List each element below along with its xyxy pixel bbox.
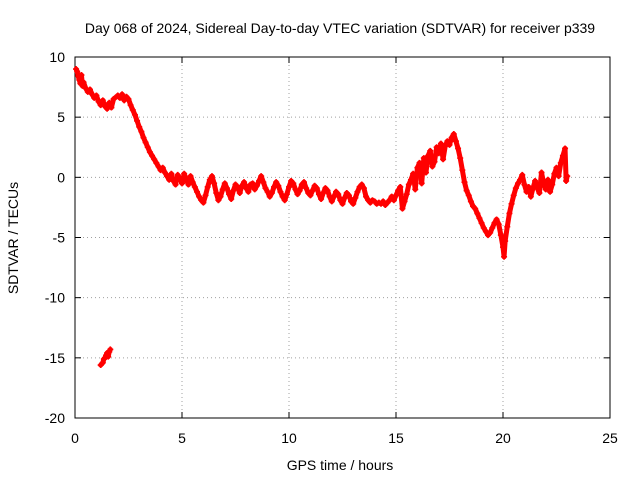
x-tick-label: 10: [281, 430, 297, 446]
data-trail: [106, 346, 113, 355]
data-trail: [563, 173, 570, 184]
y-axis-label: SDTVAR / TECUs: [5, 182, 21, 294]
data-trail: [423, 153, 431, 176]
axis-ticks: 0 5 10 15 20 25 -20 -15 -10 -5 0 5 10: [45, 49, 618, 446]
y-tick-label: 5: [57, 109, 65, 125]
data-trail: [412, 165, 420, 192]
x-tick-label: 5: [178, 430, 186, 446]
chart-title: Day 068 of 2024, Sidereal Day-to-day VTE…: [85, 20, 595, 36]
y-tick-label: -5: [53, 230, 66, 246]
data-trail: [501, 238, 508, 260]
grid: [75, 57, 610, 418]
y-tick-label: -10: [45, 290, 65, 306]
y-tick-label: 10: [49, 49, 65, 65]
data-points: [73, 66, 571, 369]
x-tick-label: 0: [71, 430, 79, 446]
y-tick-label: -20: [45, 410, 65, 426]
x-tick-label: 20: [495, 430, 511, 446]
x-tick-label: 15: [388, 430, 404, 446]
x-tick-label: 25: [602, 430, 618, 446]
x-axis-label: GPS time / hours: [287, 457, 394, 473]
y-tick-label: 0: [57, 169, 65, 185]
y-tick-label: -15: [45, 350, 65, 366]
